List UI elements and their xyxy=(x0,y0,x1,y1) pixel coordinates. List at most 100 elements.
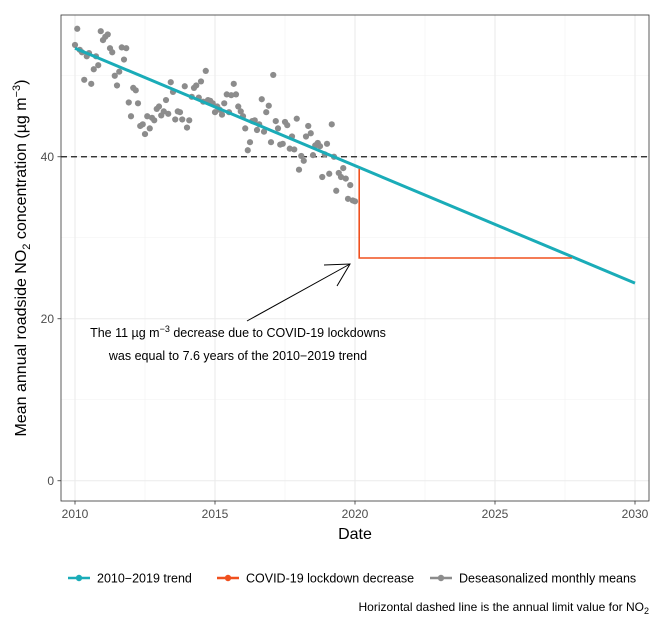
scatter-point xyxy=(113,82,121,89)
scatter-point xyxy=(333,187,340,194)
scatter-point xyxy=(326,170,333,177)
scatter-point xyxy=(104,31,111,38)
scatter-point xyxy=(151,117,158,124)
scatter-point xyxy=(202,67,209,74)
scatter-point xyxy=(263,109,270,116)
scatter-point xyxy=(342,175,349,182)
scatter-point xyxy=(211,109,219,116)
scatter-point xyxy=(258,96,265,103)
y-tick-label: 40 xyxy=(41,150,55,164)
legend-label: Deseasonalized monthly means xyxy=(459,572,636,586)
scatter-point xyxy=(293,115,300,122)
annotation-text: The 11 µg m−3 decrease due to COVID-19 l… xyxy=(90,324,386,363)
legend-label: COVID-19 lockdown decrease xyxy=(246,572,414,586)
y-axis-title-mid: concentration (µg m xyxy=(13,97,30,243)
legend-key-point xyxy=(224,574,232,582)
x-tick-label: 2025 xyxy=(482,507,509,521)
scatter-point xyxy=(337,173,345,181)
scatter-point xyxy=(111,72,118,79)
scatter-point xyxy=(272,118,279,125)
scatter-point xyxy=(134,100,142,107)
scatter-point xyxy=(291,146,298,153)
scatter-point xyxy=(351,198,359,205)
y-axis-title-prefix: Mean annual roadside NO xyxy=(13,250,30,437)
scatter-point xyxy=(141,130,149,138)
plot-panel xyxy=(60,14,650,502)
scatter-point xyxy=(167,79,174,86)
scatter-point xyxy=(316,143,324,150)
y-tick-label: 20 xyxy=(41,312,55,326)
scatter-point xyxy=(183,124,191,131)
scatter-point xyxy=(116,68,123,75)
covid-decrease-line xyxy=(358,168,572,259)
scatter-point xyxy=(260,128,268,135)
scatter-point xyxy=(230,80,237,87)
x-axis-title: Date xyxy=(338,526,372,543)
annotation-line-2: was equal to 7.6 years of the 2010−2019 … xyxy=(108,349,367,363)
arrow-head xyxy=(323,263,351,287)
arrow-shaft xyxy=(246,263,351,322)
scatter-point xyxy=(165,110,172,117)
scatter-point xyxy=(146,125,153,132)
scatter-point xyxy=(162,96,170,104)
y-tick-label: 0 xyxy=(47,474,54,488)
scatter-point xyxy=(172,116,179,123)
legend-item: COVID-19 lockdown decrease xyxy=(217,572,414,586)
x-tick-label: 2030 xyxy=(622,507,649,521)
scatter-point xyxy=(228,92,235,99)
scatter-point xyxy=(144,113,151,120)
scatter-point xyxy=(307,130,314,137)
scatter-point xyxy=(300,157,307,164)
scatter-point xyxy=(237,108,244,115)
scatter-point xyxy=(97,28,104,35)
y-axis-title-suffix: ) xyxy=(13,80,30,85)
scatter-point xyxy=(186,117,193,124)
annotation-line-1: The 11 µg m−3 decrease due to COVID-19 l… xyxy=(90,324,386,340)
scatter-point xyxy=(302,133,310,140)
scatter-point xyxy=(181,83,188,90)
legend-item: 2010−2019 trend xyxy=(68,572,192,586)
scatter-point xyxy=(279,140,286,147)
scatter-point xyxy=(235,103,242,110)
scatter-point xyxy=(305,122,312,130)
scatter-point xyxy=(139,121,146,128)
scatter-point xyxy=(344,195,352,202)
scatter-point xyxy=(221,100,228,107)
caption-prefix: Horizontal dashed line is the annual lim… xyxy=(359,600,644,614)
scatter-point xyxy=(246,139,254,146)
scatter-point xyxy=(132,87,139,94)
legend-item: Deseasonalized monthly means xyxy=(430,572,636,586)
y-axis-title-sup: −3 xyxy=(11,85,23,98)
scatter-point xyxy=(284,122,291,129)
scatter-point xyxy=(179,116,186,123)
legend: 2010−2019 trend COVID-19 lockdown decreas… xyxy=(68,572,636,586)
scatter-point xyxy=(298,152,305,160)
y-axis-title-sub: 2 xyxy=(21,244,33,250)
scatter-point xyxy=(125,99,132,106)
annotation-line-1-sup: −3 xyxy=(160,324,170,334)
scatter-point xyxy=(88,80,95,87)
scatter-point xyxy=(197,78,205,85)
legend-key-point xyxy=(437,574,445,582)
y-axis-title: Mean annual roadside NO2 concentration (… xyxy=(11,80,33,437)
scatter-point xyxy=(319,173,326,181)
scatter-point xyxy=(267,139,275,146)
scatter-point xyxy=(74,25,81,32)
scatter-point xyxy=(265,102,272,109)
scatter-point xyxy=(244,147,251,154)
scatter-point xyxy=(274,125,282,132)
scatter-point xyxy=(218,111,226,118)
scatter-point xyxy=(232,91,240,98)
scatter-point xyxy=(123,45,130,52)
scatter-point xyxy=(90,66,97,73)
annotation-arrow xyxy=(246,263,351,322)
annotation-line-1-suffix: decrease due to COVID-19 lockdowns xyxy=(170,326,386,340)
legend-label: 2010−2019 trend xyxy=(97,572,192,586)
caption-sub: 2 xyxy=(644,606,649,616)
scatter-point xyxy=(176,109,184,116)
scatter-point xyxy=(270,71,277,79)
scatter-point xyxy=(193,82,200,89)
x-tick-label: 2010 xyxy=(62,507,89,521)
x-tick-label: 2020 xyxy=(342,507,369,521)
